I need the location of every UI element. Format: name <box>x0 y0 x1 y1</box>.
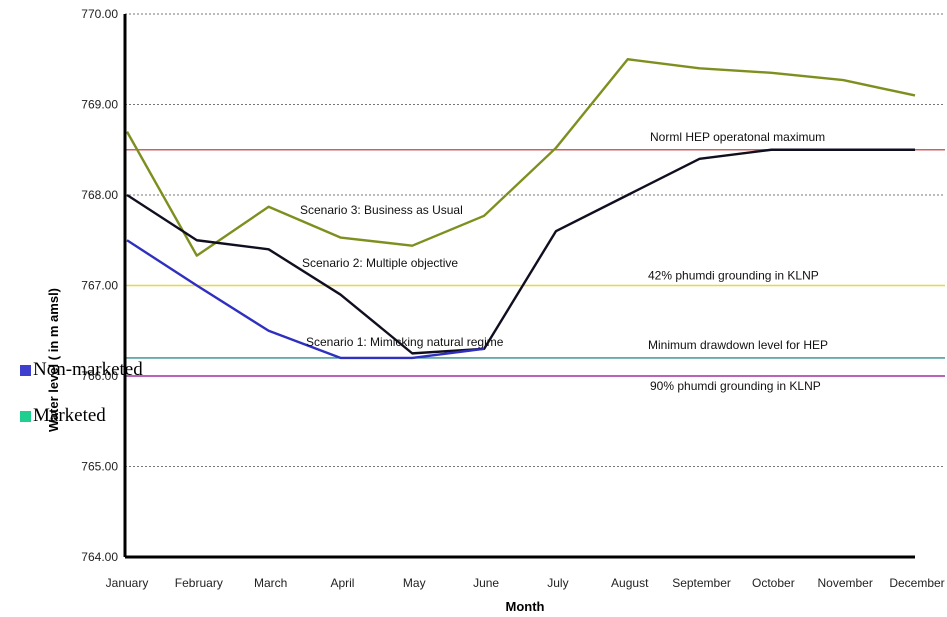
x-tick-label: October <box>752 576 795 590</box>
x-tick-label: July <box>547 576 568 590</box>
x-tick-label: February <box>175 576 223 590</box>
series-line <box>126 148 915 355</box>
legend-item-marketed: Marketed <box>20 404 143 428</box>
reference-line-label: 42% phumdi grounding in KLNP <box>648 269 819 283</box>
x-axis-title: Month <box>506 599 545 614</box>
legend: Non-marketed Marketed <box>20 358 143 450</box>
x-tick-labels: January February March April May June July Augu… <box>106 576 945 590</box>
x-tick-label: December <box>889 576 944 590</box>
x-tick-label: November <box>818 576 873 590</box>
series-label: Scenario 2: Multiple objective <box>302 256 458 270</box>
legend-label-marketed: Marketed <box>33 405 106 426</box>
reference-line-label: Minimum drawdown level for HEP <box>648 338 828 352</box>
y-tick-label: 768.00 <box>81 188 118 202</box>
annotations: Norml HEP operatonal maximum 42% phumdi g… <box>300 130 828 393</box>
series-line <box>126 239 485 360</box>
series-label: Scenario 3: Business as Usual <box>300 203 463 217</box>
x-tick-label: June <box>473 576 499 590</box>
x-tick-label: April <box>330 576 354 590</box>
y-tick-label: 764.00 <box>81 550 118 564</box>
y-tick-labels: 764.00 765.00 766.00 767.00 768.00 769.00 770.… <box>81 7 118 564</box>
axes <box>123 14 915 559</box>
legend-swatch-marketed <box>20 410 31 422</box>
y-tick-label: 770.00 <box>81 7 118 21</box>
y-tick-label: 769.00 <box>81 98 118 112</box>
series-lines <box>125 58 916 360</box>
x-tick-label: March <box>254 576 287 590</box>
x-tick-label: September <box>672 576 731 590</box>
series-label: Scenario 1: Mimicking natural regime <box>306 335 504 349</box>
reference-line-label: 90% phumdi grounding in KLNP <box>650 379 821 393</box>
x-tick-label: May <box>403 576 426 590</box>
gridlines <box>125 13 945 467</box>
x-tick-label: January <box>106 576 149 590</box>
y-tick-label: 767.00 <box>81 279 118 293</box>
series-line <box>125 58 916 257</box>
y-tick-label: 766.00 <box>81 369 118 383</box>
y-axis-title: Water level ( in m amsl) <box>46 288 61 432</box>
legend-label-non-marketed: Non-marketed <box>33 359 143 380</box>
legend-swatch-non-marketed <box>20 364 31 376</box>
y-tick-label: 765.00 <box>81 460 118 474</box>
x-tick-label: August <box>611 576 649 590</box>
legend-item-non-marketed: Non-marketed <box>20 358 143 382</box>
reference-line-label: Norml HEP operatonal maximum <box>650 130 825 144</box>
